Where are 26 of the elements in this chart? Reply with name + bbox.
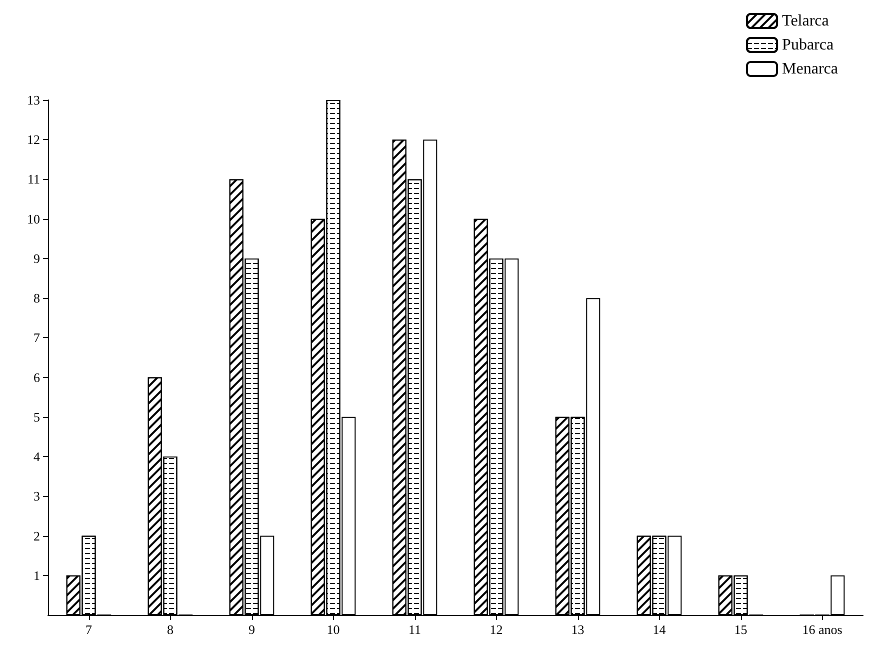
y-tick-label: 3 xyxy=(34,488,40,504)
y-tick-label: 4 xyxy=(34,449,40,464)
x-tick-label: 11 xyxy=(408,622,422,637)
y-tick-label: 10 xyxy=(27,211,40,226)
y-tick-label: 7 xyxy=(34,330,40,346)
x-tick-label: 12 xyxy=(490,622,503,637)
y-tick-label: 5 xyxy=(34,409,40,424)
legend-label: Pubarca xyxy=(782,36,834,54)
y-tick-label: 13 xyxy=(27,92,40,108)
x-tick-label: 15 xyxy=(734,622,748,637)
x-tick-label: 8 xyxy=(167,622,174,637)
x-tick-label: 7 xyxy=(86,622,92,637)
y-tick-label: 9 xyxy=(34,250,40,266)
legend-label: Telarca xyxy=(782,12,829,30)
x-tick-label: 14 xyxy=(652,622,666,637)
y-tick-label: 11 xyxy=(27,172,40,187)
legend-label: Menarca xyxy=(782,60,838,78)
x-tick-label: 10 xyxy=(326,622,340,637)
x-tick-label: 13 xyxy=(571,622,584,637)
y-tick-label: 1 xyxy=(34,568,40,583)
y-tick-label: 2 xyxy=(34,528,40,544)
y-tick-label: 6 xyxy=(34,370,40,385)
x-tick-label: 16 anos xyxy=(802,622,842,637)
y-tick-label: 8 xyxy=(34,290,40,306)
x-tick-label: 9 xyxy=(248,622,255,637)
y-tick-label: 12 xyxy=(27,132,40,148)
